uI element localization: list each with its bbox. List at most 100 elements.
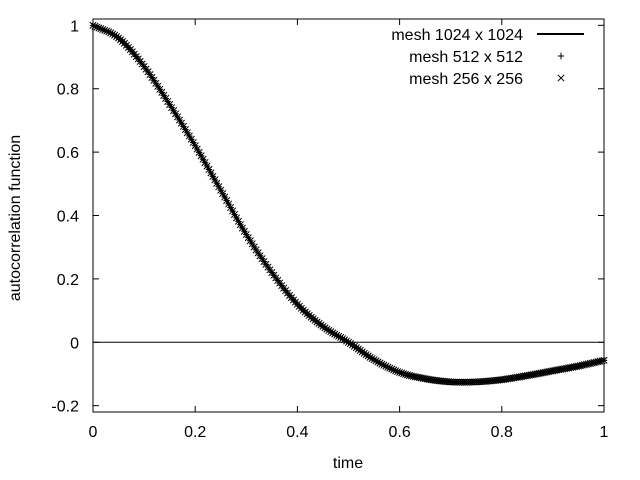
data-point [374,358,382,366]
data-point [217,186,225,194]
data-point [219,190,227,198]
data-point [327,328,335,336]
data-point [195,148,203,156]
tick-labels-layer: 0 0.2 0.4 0.6 0.8 1 -0.2 0 0.2 0.4 0.6 0.8 1 [51,18,608,441]
x-tick-label: 0.4 [286,424,308,441]
data-point [228,207,237,215]
data-point [236,221,244,229]
y-tick-label: -0.2 [51,399,79,416]
data-point [156,85,164,93]
data-point [103,27,111,35]
data-point [244,234,252,242]
data-point [158,88,166,96]
data-point [399,370,408,378]
legend: mesh 1024 x 1024 mesh 512 x 512 mesh 256 x… [391,27,584,88]
series-layer [89,21,608,386]
data-point [386,364,394,372]
data-point [175,116,184,124]
data-point [392,367,400,375]
legend-cross-swatch [557,74,565,82]
y-tick-label: 0.8 [57,82,79,99]
x-tick-label: 0.6 [388,424,410,441]
data-point [193,145,201,153]
y-tick-label: 0.4 [57,209,79,226]
x-tick-label: 0.2 [184,424,206,441]
legend-label: mesh 512 x 512 [409,49,523,66]
data-point [370,356,378,364]
y-tick-label: 0.2 [57,272,79,289]
data-point [99,25,107,34]
data-point [166,101,174,109]
y-axis-label: autocorrelation function [7,135,24,301]
data-point [378,360,386,368]
data-point [384,363,392,371]
ticks-layer [92,19,605,412]
y-tick-label: 0 [70,335,79,352]
data-point [101,26,109,34]
x-tick-label: 1 [600,424,609,441]
data-point [398,369,406,377]
series-line [92,24,605,384]
series-line [92,24,605,384]
data-point [394,368,402,376]
data-point [225,200,233,208]
data-point [191,142,199,150]
data-point [168,104,176,112]
data-point [162,94,170,103]
data-point [335,332,343,340]
data-point [164,97,172,106]
data-point [215,183,223,191]
data-point [179,122,187,130]
data-point [213,179,221,187]
data-point [221,193,229,201]
data-point [366,353,374,361]
data-point [189,138,197,147]
data-point [185,132,193,140]
data-point [183,129,191,137]
data-point [154,82,162,90]
data-point [339,335,347,343]
data-point [238,224,246,232]
data-point [105,28,113,36]
data-point [396,368,404,376]
data-point [372,357,380,365]
data-point [234,217,242,225]
data-point [207,169,215,177]
data-point [201,159,209,167]
data-point [325,326,333,335]
data-point [197,152,205,160]
data-point [329,329,337,337]
x-tick-label: 0 [89,424,98,441]
data-point [160,91,168,99]
y-tick-label: 0.6 [57,145,79,162]
data-point [246,237,254,245]
data-point [341,336,349,344]
data-point [177,119,185,127]
data-point [97,25,105,33]
data-point [376,359,384,367]
x-tick-label: 0.8 [491,424,513,441]
data-point [203,162,211,170]
data-point [333,331,341,339]
legend-label: mesh 256 x 256 [409,71,523,88]
data-point [380,361,388,369]
data-point [173,113,182,121]
data-point [388,365,396,373]
data-point [331,330,339,338]
data-point [342,337,351,345]
data-point [368,354,376,363]
data-point [390,366,398,374]
data-point [337,333,345,342]
series-plus [89,22,608,386]
plot-frame [92,18,605,413]
data-point [171,110,180,118]
data-point [382,362,390,370]
data-point [230,210,239,219]
series-cross [89,21,608,386]
data-point [170,107,178,115]
legend-label: mesh 1024 x 1024 [391,27,523,44]
data-point [187,135,195,143]
data-point [205,165,213,174]
data-point [199,155,207,163]
